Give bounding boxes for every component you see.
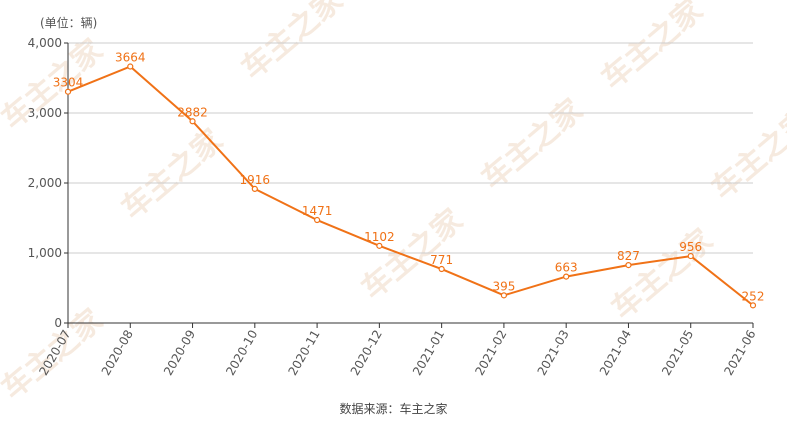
data-point [438, 265, 445, 273]
data-label: 252 [742, 289, 765, 303]
data-point [64, 88, 72, 95]
data-point [563, 273, 570, 280]
data-label: 827 [617, 249, 640, 263]
data-point [251, 185, 258, 192]
data-label: 3664 [115, 51, 146, 65]
data-point [313, 216, 321, 224]
series-line [67, 65, 754, 307]
y-tick-label: 4,000 [28, 36, 62, 50]
x-tick-label: 2021-03 [535, 328, 572, 378]
data-label: 395 [492, 279, 515, 293]
data-point [687, 252, 694, 260]
source-caption: 数据来源：车主之家 [339, 402, 448, 416]
x-tick-label: 2020-07 [36, 328, 73, 378]
data-label: 771 [430, 253, 453, 267]
x-tick-label: 2020-12 [348, 328, 385, 378]
data-label: 1102 [364, 230, 395, 244]
data-label: 663 [555, 261, 578, 275]
data-point [500, 292, 508, 299]
data-point [749, 302, 757, 309]
data-point [189, 118, 196, 125]
y-tick-label: 2,000 [28, 176, 62, 190]
y-tick-label: 1,000 [28, 246, 62, 260]
x-tick-label: 2020-08 [99, 328, 136, 378]
x-tick-label: 2021-06 [721, 328, 758, 378]
data-label: 956 [679, 240, 702, 254]
data-label: 1471 [302, 204, 333, 218]
data-point [127, 63, 134, 70]
data-point [625, 262, 632, 269]
data-label: 1916 [240, 173, 271, 187]
x-tick-label: 2021-02 [472, 327, 509, 377]
x-tick-label: 2021-01 [410, 328, 447, 378]
y-tick-label: 0 [54, 316, 62, 330]
x-tick-label: 2021-04 [597, 328, 634, 378]
x-tick-label: 2021-05 [659, 328, 696, 378]
x-tick-label: 2020-11 [285, 328, 322, 378]
y-tick-label: 3,000 [28, 106, 62, 120]
data-label: 2882 [177, 105, 208, 119]
x-tick-label: 2020-09 [161, 328, 198, 378]
x-tick-label: 2020-10 [223, 328, 260, 378]
unit-label: (单位：辆) [40, 16, 98, 30]
data-label: 3304 [53, 76, 84, 90]
data-point [376, 242, 383, 249]
